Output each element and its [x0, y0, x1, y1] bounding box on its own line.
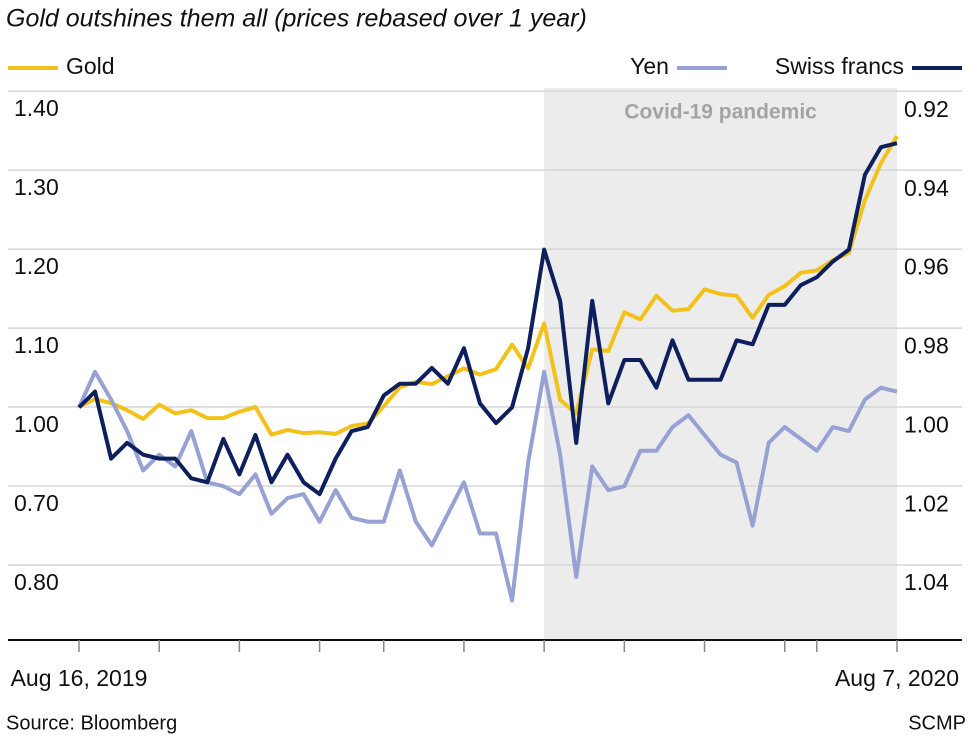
series-line	[77, 141, 898, 497]
y-tick-label: 1.40	[14, 95, 59, 121]
series-line	[77, 369, 898, 603]
legend-label: Gold	[66, 53, 115, 79]
y-tick-label: 1.00	[14, 411, 59, 437]
legend-label: Swiss francs	[775, 53, 904, 79]
y2-tick-label: 0.98	[904, 333, 949, 359]
source: Source: Bloomberg	[6, 712, 177, 734]
y2-tick-label: 0.92	[904, 96, 949, 122]
legend-label: Yen	[630, 53, 669, 79]
y-tick-label: 1.30	[14, 174, 59, 200]
credit: SCMP	[908, 712, 966, 734]
y-tick-label: 0.70	[14, 490, 59, 516]
y2-tick-label: 0.96	[904, 254, 949, 280]
shade-label: Covid-19 pandemic	[624, 101, 817, 124]
y2-tick-label: 0.94	[904, 175, 949, 201]
y2-tick-label: 1.00	[904, 411, 949, 437]
y-tick-label: 1.10	[14, 332, 59, 358]
y-tick-label: 1.20	[14, 253, 59, 279]
x-tick-label: Aug 16, 2019	[11, 665, 148, 691]
y2-tick-label: 1.04	[904, 569, 949, 595]
y-tick-label: 0.80	[14, 569, 59, 595]
y2-tick-label: 1.02	[904, 490, 949, 516]
x-tick-label: Aug 7, 2020	[835, 665, 959, 691]
series-line	[78, 135, 899, 437]
chart-title: Gold outshines them all (prices rebased …	[6, 5, 587, 33]
